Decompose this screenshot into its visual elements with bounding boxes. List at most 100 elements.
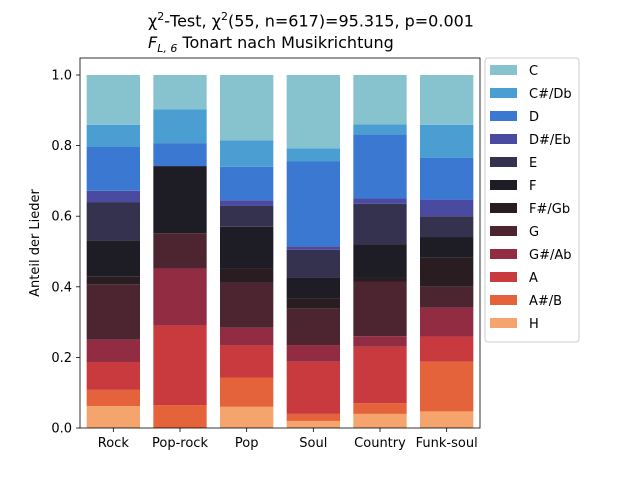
x-tick-label: Pop-rock [152, 436, 208, 451]
bar-segment [420, 361, 474, 412]
bar-segment [420, 75, 474, 125]
bar-segment [353, 134, 407, 199]
bar-segment [86, 202, 140, 241]
bar-segment [220, 282, 274, 328]
legend-label: F [529, 179, 536, 194]
bar-segment [353, 413, 407, 428]
bar-segment [86, 389, 140, 407]
bar-segment [220, 377, 274, 407]
x-tick-label: Funk-soul [416, 436, 478, 451]
bar-segment [420, 237, 474, 258]
bar-segment [220, 166, 274, 201]
legend-swatch [490, 65, 517, 75]
y-axis-label: Anteil der Lieder [28, 188, 43, 296]
plot-frame [79, 57, 481, 429]
bar-segment [220, 226, 274, 269]
chi-superscript-2: 2 [220, 10, 228, 23]
chi-superscript: 2 [157, 10, 165, 23]
bar-segment [153, 325, 207, 406]
bar-segment [286, 161, 340, 247]
bar-segment [420, 257, 474, 287]
bar-segment [420, 216, 474, 238]
bar-segment [286, 277, 340, 299]
bar-segment [420, 307, 474, 337]
bar-segment [153, 233, 207, 269]
legend-swatch [490, 134, 517, 144]
legend-swatch [490, 157, 517, 167]
legend-swatch [490, 295, 517, 305]
legend-swatch [490, 272, 517, 282]
bar-segment [86, 361, 140, 390]
bar-segment [220, 140, 274, 167]
bar-segment [420, 199, 474, 217]
bar-segment [353, 244, 407, 278]
bar-segment [286, 298, 340, 309]
bar-segment [353, 203, 407, 245]
test-text: -Test, [164, 11, 212, 31]
legend-label: A [529, 271, 538, 286]
y-tick-label: 0.4 [51, 280, 72, 295]
legend-swatch [490, 88, 517, 98]
x-tick-label: Country [354, 436, 406, 451]
test-statistic-text: (55, n=617)=95.315, p=0.001 [227, 11, 474, 31]
legend-swatch [490, 318, 517, 328]
bar-segment [86, 124, 140, 148]
bar-segment [86, 284, 140, 340]
y-tick-label: 1.0 [51, 69, 72, 84]
bar-segment [153, 75, 207, 110]
bar-segment [420, 124, 474, 158]
bar-segment [353, 198, 407, 204]
chart-title-line2: FL, 6 Tonart nach Musikrichtung [148, 33, 394, 55]
bar-segment [286, 249, 340, 278]
bar-segment [286, 246, 340, 250]
bar-segment [86, 147, 140, 191]
bar-segment [220, 345, 274, 378]
legend-label: G#/Ab [529, 248, 572, 263]
legend-label: H [529, 317, 539, 332]
bar-segment [220, 200, 274, 206]
legend-swatch [490, 203, 517, 213]
bar-segment [220, 327, 274, 346]
bar-segment [420, 157, 474, 200]
bar-segment [286, 345, 340, 362]
bar-segment [220, 205, 274, 227]
bar-segment [420, 411, 474, 428]
bar-segment [286, 148, 340, 162]
bar-segment [220, 268, 274, 283]
y-tick-label: 0.0 [51, 422, 72, 437]
legend-label: D [529, 110, 539, 125]
y-tick-label: 0.8 [51, 139, 72, 154]
legend-label: E [529, 156, 537, 171]
bar-segment [220, 75, 274, 141]
bar-segment [86, 339, 140, 362]
x-tick-label: Rock [98, 436, 130, 451]
chart-title-line1: χ2-Test, χ2(55, n=617)=95.315, p=0.001 [148, 10, 474, 30]
bar-segment [353, 281, 407, 337]
legend-box [484, 57, 580, 343]
y-tick-label: 0.6 [51, 210, 72, 225]
bar-segment [220, 406, 274, 428]
bar-segment [86, 190, 140, 203]
legend-swatch [490, 249, 517, 259]
bar-segment [153, 166, 207, 234]
legend-label: C#/Db [529, 87, 572, 102]
bar-segment [286, 361, 340, 414]
f-symbol: F [148, 33, 158, 52]
bar-segment [353, 75, 407, 125]
x-tick-label: Soul [299, 436, 327, 451]
title-rest: Tonart nach Musikrichtung [177, 33, 394, 52]
bar-segment [286, 413, 340, 421]
legend-label: A#/B [529, 294, 562, 309]
y-tick-label: 0.2 [51, 351, 72, 366]
bar-segment [353, 277, 407, 282]
chi-symbol-2: χ [211, 11, 221, 31]
bar-segment [420, 336, 474, 362]
legend-swatch [490, 226, 517, 236]
bar-segment [153, 268, 207, 326]
bar-segment [353, 403, 407, 414]
bar-segment [153, 143, 207, 167]
bar-segment [286, 75, 340, 149]
bar-segment [86, 406, 140, 428]
legend-label: D#/Eb [529, 133, 571, 148]
